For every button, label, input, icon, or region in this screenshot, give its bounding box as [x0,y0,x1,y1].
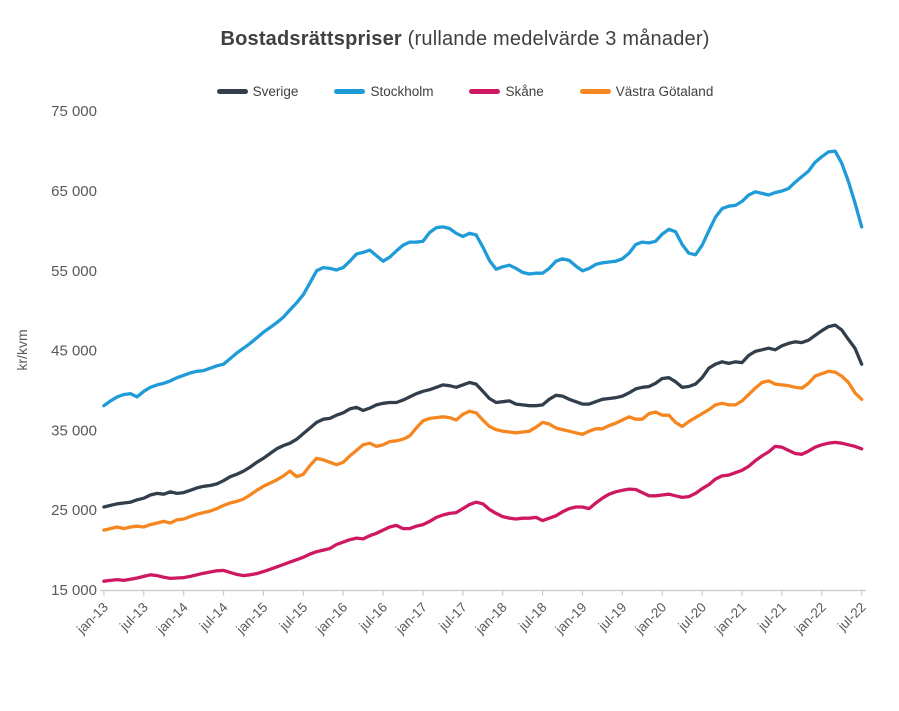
legend-item-sverige[interactable]: Sverige [216,84,299,99]
x-tick-label: jan-22 [791,600,829,638]
legend-label-stockholm: Stockholm [370,84,434,99]
legend: Sverige Stockholm Skåne Västra Götaland [60,84,870,99]
y-axis-title: kr/kvm [14,329,30,370]
legend-swatch-stockholm-icon [334,89,366,94]
legend-label-skane: Skåne [505,84,544,99]
x-tick-label: jan-14 [153,599,191,637]
y-tick-label: 65 000 [51,183,97,200]
legend-swatch-skane-icon [469,89,501,94]
y-tick-label: 35 000 [51,422,97,439]
line-series-v-stra-g-taland [102,369,864,532]
y-tick-label: 55 000 [51,263,97,280]
chart-title-bold: Bostadsrättspriser [220,28,402,50]
x-tick-label: jul-16 [356,600,391,635]
chart-title-subtitle: (rullande medelvärde 3 månader) [401,28,710,50]
x-tick-label: jan-16 [312,600,350,638]
x-tick-label: jan-20 [632,600,670,638]
line-series-sverige [102,323,864,509]
x-tick-label: jan-15 [233,600,271,638]
x-tick-label: jan-18 [472,600,510,638]
y-tick-label: 45 000 [51,343,97,360]
line-series-stockholm [102,149,864,408]
x-tick-label: jul-21 [754,600,789,635]
x-tick-label: jul-22 [834,600,869,635]
legend-label-vastra-gotaland: Västra Götaland [615,84,714,99]
legend-swatch-sverige-icon [216,89,248,94]
line-series-sk-ne [102,440,864,583]
x-tick-label: jul-19 [595,600,630,635]
legend-item-skane[interactable]: Skåne [469,84,544,99]
x-tick-label: jan-19 [552,600,590,638]
chart-title: Bostadsrättspriser (rullande medelvärde … [60,28,870,51]
x-tick-label: jul-14 [196,599,231,634]
x-tick-label: jan-17 [392,600,430,638]
x-tick-label: jul-18 [515,600,550,635]
x-tick-label: jan-21 [711,600,749,638]
legend-item-stockholm[interactable]: Stockholm [334,84,433,99]
legend-swatch-vastra-gotaland-icon [579,89,611,94]
y-tick-label: 75 000 [51,103,97,120]
y-tick-label: 25 000 [51,502,97,519]
legend-label-sverige: Sverige [252,84,299,99]
x-tick-label: jul-13 [116,600,151,635]
y-tick-label: 15 000 [51,582,97,599]
x-tick-label: jul-17 [435,600,470,635]
x-tick-label: jan-13 [73,600,111,638]
x-tick-label: jul-15 [276,600,311,635]
legend-item-vastra-gotaland[interactable]: Västra Götaland [579,84,714,99]
x-tick-label: jul-20 [675,600,710,635]
